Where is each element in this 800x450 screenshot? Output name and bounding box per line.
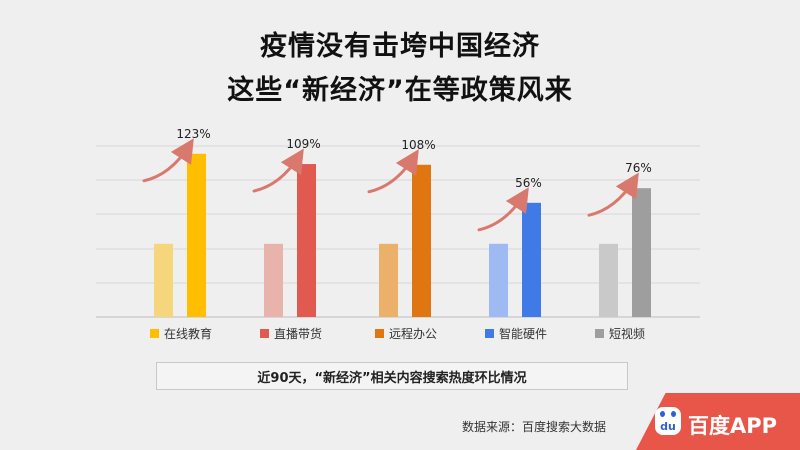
growth-arrow-icon	[252, 148, 304, 193]
bar-base-1	[154, 243, 173, 317]
chart-title-line-1: 疫情没有击垮中国经济	[260, 31, 540, 62]
data-source-note: 数据来源：百度搜索大数据	[462, 420, 607, 434]
legend-label-2: 直播带货	[274, 326, 322, 341]
legend-swatch-5	[595, 329, 604, 338]
growth-label-5: 76%	[625, 161, 652, 175]
baidu-paw-logo-icon: du	[655, 407, 681, 435]
chart-title-line-2: 这些“新经济”在等政策风来	[227, 75, 573, 106]
bar-base-3	[379, 243, 398, 317]
brand-logo-text: du	[660, 420, 676, 433]
bar-current-5	[632, 188, 651, 317]
growth-label-3: 108%	[401, 138, 435, 152]
bar-current-4	[522, 202, 541, 317]
legend-swatch-2	[260, 329, 269, 338]
legend-label-5: 短视频	[609, 326, 645, 341]
growth-arrow-icon	[142, 138, 194, 183]
growth-label-1: 123%	[176, 127, 210, 141]
bar-base-5	[599, 243, 618, 317]
bar-current-2	[297, 164, 316, 317]
growth-arrow-icon	[367, 149, 419, 194]
chart-caption: 近90天，“新经济”相关内容搜索热度环比情况	[156, 362, 628, 390]
legend-label-1: 在线教育	[164, 326, 212, 341]
growth-arrow-icon	[587, 172, 639, 217]
brand-name: 百度APP	[688, 414, 778, 438]
legend-swatch-1	[150, 329, 159, 338]
legend-label-4: 智能硬件	[499, 326, 547, 341]
bar-base-4	[489, 243, 508, 317]
bar-chart: 123% 109% 108% 56% 76% 在线教育 直播带货 远程办公 智能硬件 短视频	[96, 127, 700, 341]
legend-label-3: 远程办公	[389, 326, 437, 341]
growth-arrow-icon	[477, 187, 529, 232]
chart-legend: 在线教育 直播带货 远程办公 智能硬件 短视频	[150, 326, 645, 341]
growth-label-4: 56%	[515, 176, 542, 190]
bar-base-2	[264, 243, 283, 317]
legend-swatch-4	[485, 329, 494, 338]
chart-bars: 123% 109% 108% 56% 76%	[142, 127, 652, 317]
bar-current-1	[187, 153, 206, 317]
growth-label-2: 109%	[286, 137, 320, 151]
legend-swatch-3	[375, 329, 384, 338]
bar-current-3	[412, 164, 431, 317]
chart-caption-text: 近90天，“新经济”相关内容搜索热度环比情况	[257, 370, 527, 386]
